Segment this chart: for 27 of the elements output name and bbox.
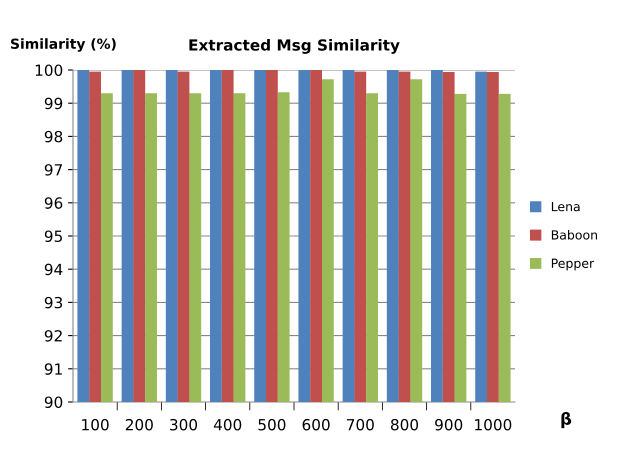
legend-label: Baboon: [552, 230, 597, 240]
y-tick-label: 94: [44, 264, 62, 276]
x-tick-label: 500: [258, 418, 286, 430]
x-tick-label: 1000: [475, 418, 512, 430]
x-tick-label: 900: [435, 418, 462, 430]
y-tick-label: 93: [44, 296, 62, 308]
chart-title: Extracted Msg Similarity: [189, 38, 400, 54]
x-tick-label: 700: [346, 418, 374, 430]
x-tick-label: 100: [82, 418, 109, 430]
x-tick-label: 600: [302, 418, 330, 430]
y-tick-label: 95: [44, 230, 62, 242]
y-tick-label: 90: [44, 396, 62, 408]
y-tick-label: 96: [44, 197, 62, 209]
y-tick-label: 98: [44, 130, 62, 142]
legend-label: Pepper: [552, 258, 594, 270]
x-axis-title: β: [561, 412, 572, 428]
legend-label: Lena: [552, 202, 580, 212]
x-tick-label: 300: [170, 418, 198, 430]
y-tick-label: 97: [44, 164, 62, 176]
y-tick-label: 92: [44, 330, 62, 342]
x-tick-label: 200: [126, 418, 153, 430]
y-tick-label: 99: [44, 98, 62, 110]
y-tick-label: 91: [44, 363, 62, 375]
x-tick-label: 800: [390, 418, 418, 430]
y-axis-title: Similarity (%): [10, 38, 116, 52]
y-tick-label: 100: [36, 64, 62, 76]
x-tick-label: 400: [214, 418, 242, 430]
